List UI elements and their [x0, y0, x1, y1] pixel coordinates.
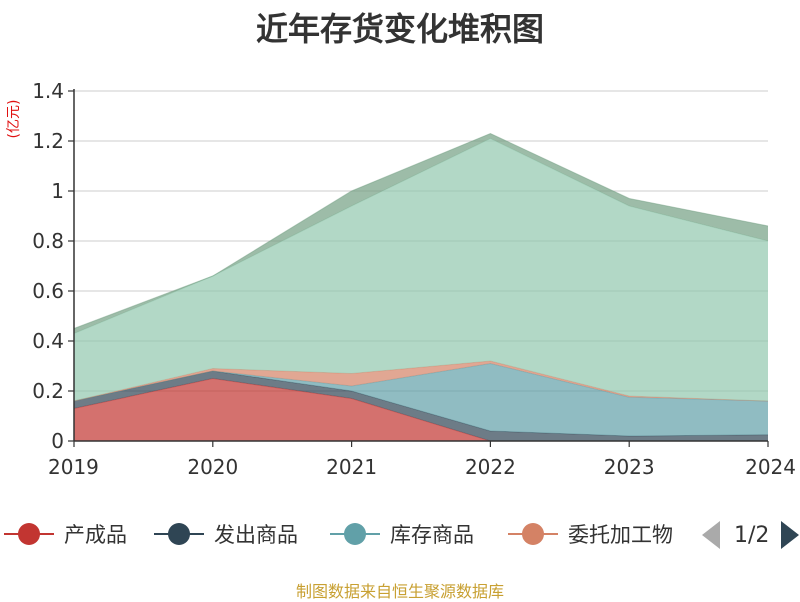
x-tick-label-1: 2020	[187, 455, 238, 479]
y-tick-label-6: 1.2	[32, 129, 64, 153]
legend-dot-2	[344, 523, 366, 545]
y-tick-label-7: 1.4	[32, 79, 64, 103]
legend-label-1: 发出商品	[214, 523, 298, 547]
y-tick-label-0: 0	[51, 429, 64, 453]
legend-item-1[interactable]: 发出商品	[154, 516, 298, 552]
legend-dot-1	[168, 523, 190, 545]
area-series-2	[74, 363, 768, 436]
legend-label-2: 库存商品	[390, 523, 474, 547]
legend-page-indicator: 1/2	[734, 522, 770, 548]
legend-item-3[interactable]: 委托加工物	[508, 516, 673, 552]
area-series-3	[74, 361, 768, 401]
area-series-5	[74, 133, 768, 334]
stacked-area-chart: 0 0.2 0.4 0.6 0.8 1 1.2 1.4 2019 2020 2021 2022 2023…	[32, 79, 796, 479]
legend-pager: 1/2	[702, 518, 800, 552]
legend-item-0[interactable]: 产成品	[4, 516, 127, 552]
legend-item-2[interactable]: 库存商品	[330, 516, 474, 552]
legend-swatch-3	[508, 516, 558, 552]
legend-dot-0	[18, 523, 40, 545]
chart-title: 近年存货变化堆积图	[255, 10, 544, 48]
legend-prev-arrow-icon[interactable]	[702, 521, 720, 549]
y-tick-label-5: 1	[51, 179, 64, 203]
legend-dot-3	[522, 523, 544, 545]
legend-next-arrow-icon[interactable]	[781, 521, 800, 549]
x-tick-label-5: 2024	[745, 455, 796, 479]
y-tick-label-4: 0.8	[32, 229, 64, 253]
x-tick-label-3: 2022	[465, 455, 516, 479]
area-series-0	[74, 378, 768, 441]
y-tick-label-2: 0.4	[32, 329, 64, 353]
legend-swatch-2	[330, 516, 380, 552]
y-tick-label-1: 0.2	[32, 379, 64, 403]
x-tick-label-2: 2021	[326, 455, 377, 479]
legend: 产成品 发出商品 库存商品 委托加工物	[0, 516, 800, 552]
legend-swatch-1	[154, 516, 204, 552]
legend-swatch-0	[4, 516, 54, 552]
legend-label-3: 委托加工物	[568, 523, 673, 547]
data-source-note: 制图数据来自恒生聚源数据库	[295, 582, 504, 601]
x-tick-label-0: 2019	[48, 455, 99, 479]
y-tick-label-3: 0.6	[32, 279, 64, 303]
x-tick-label-4: 2023	[604, 455, 655, 479]
legend-label-0: 产成品	[64, 523, 127, 547]
line-series-5	[73, 132, 769, 329]
area-series-4	[74, 138, 768, 401]
